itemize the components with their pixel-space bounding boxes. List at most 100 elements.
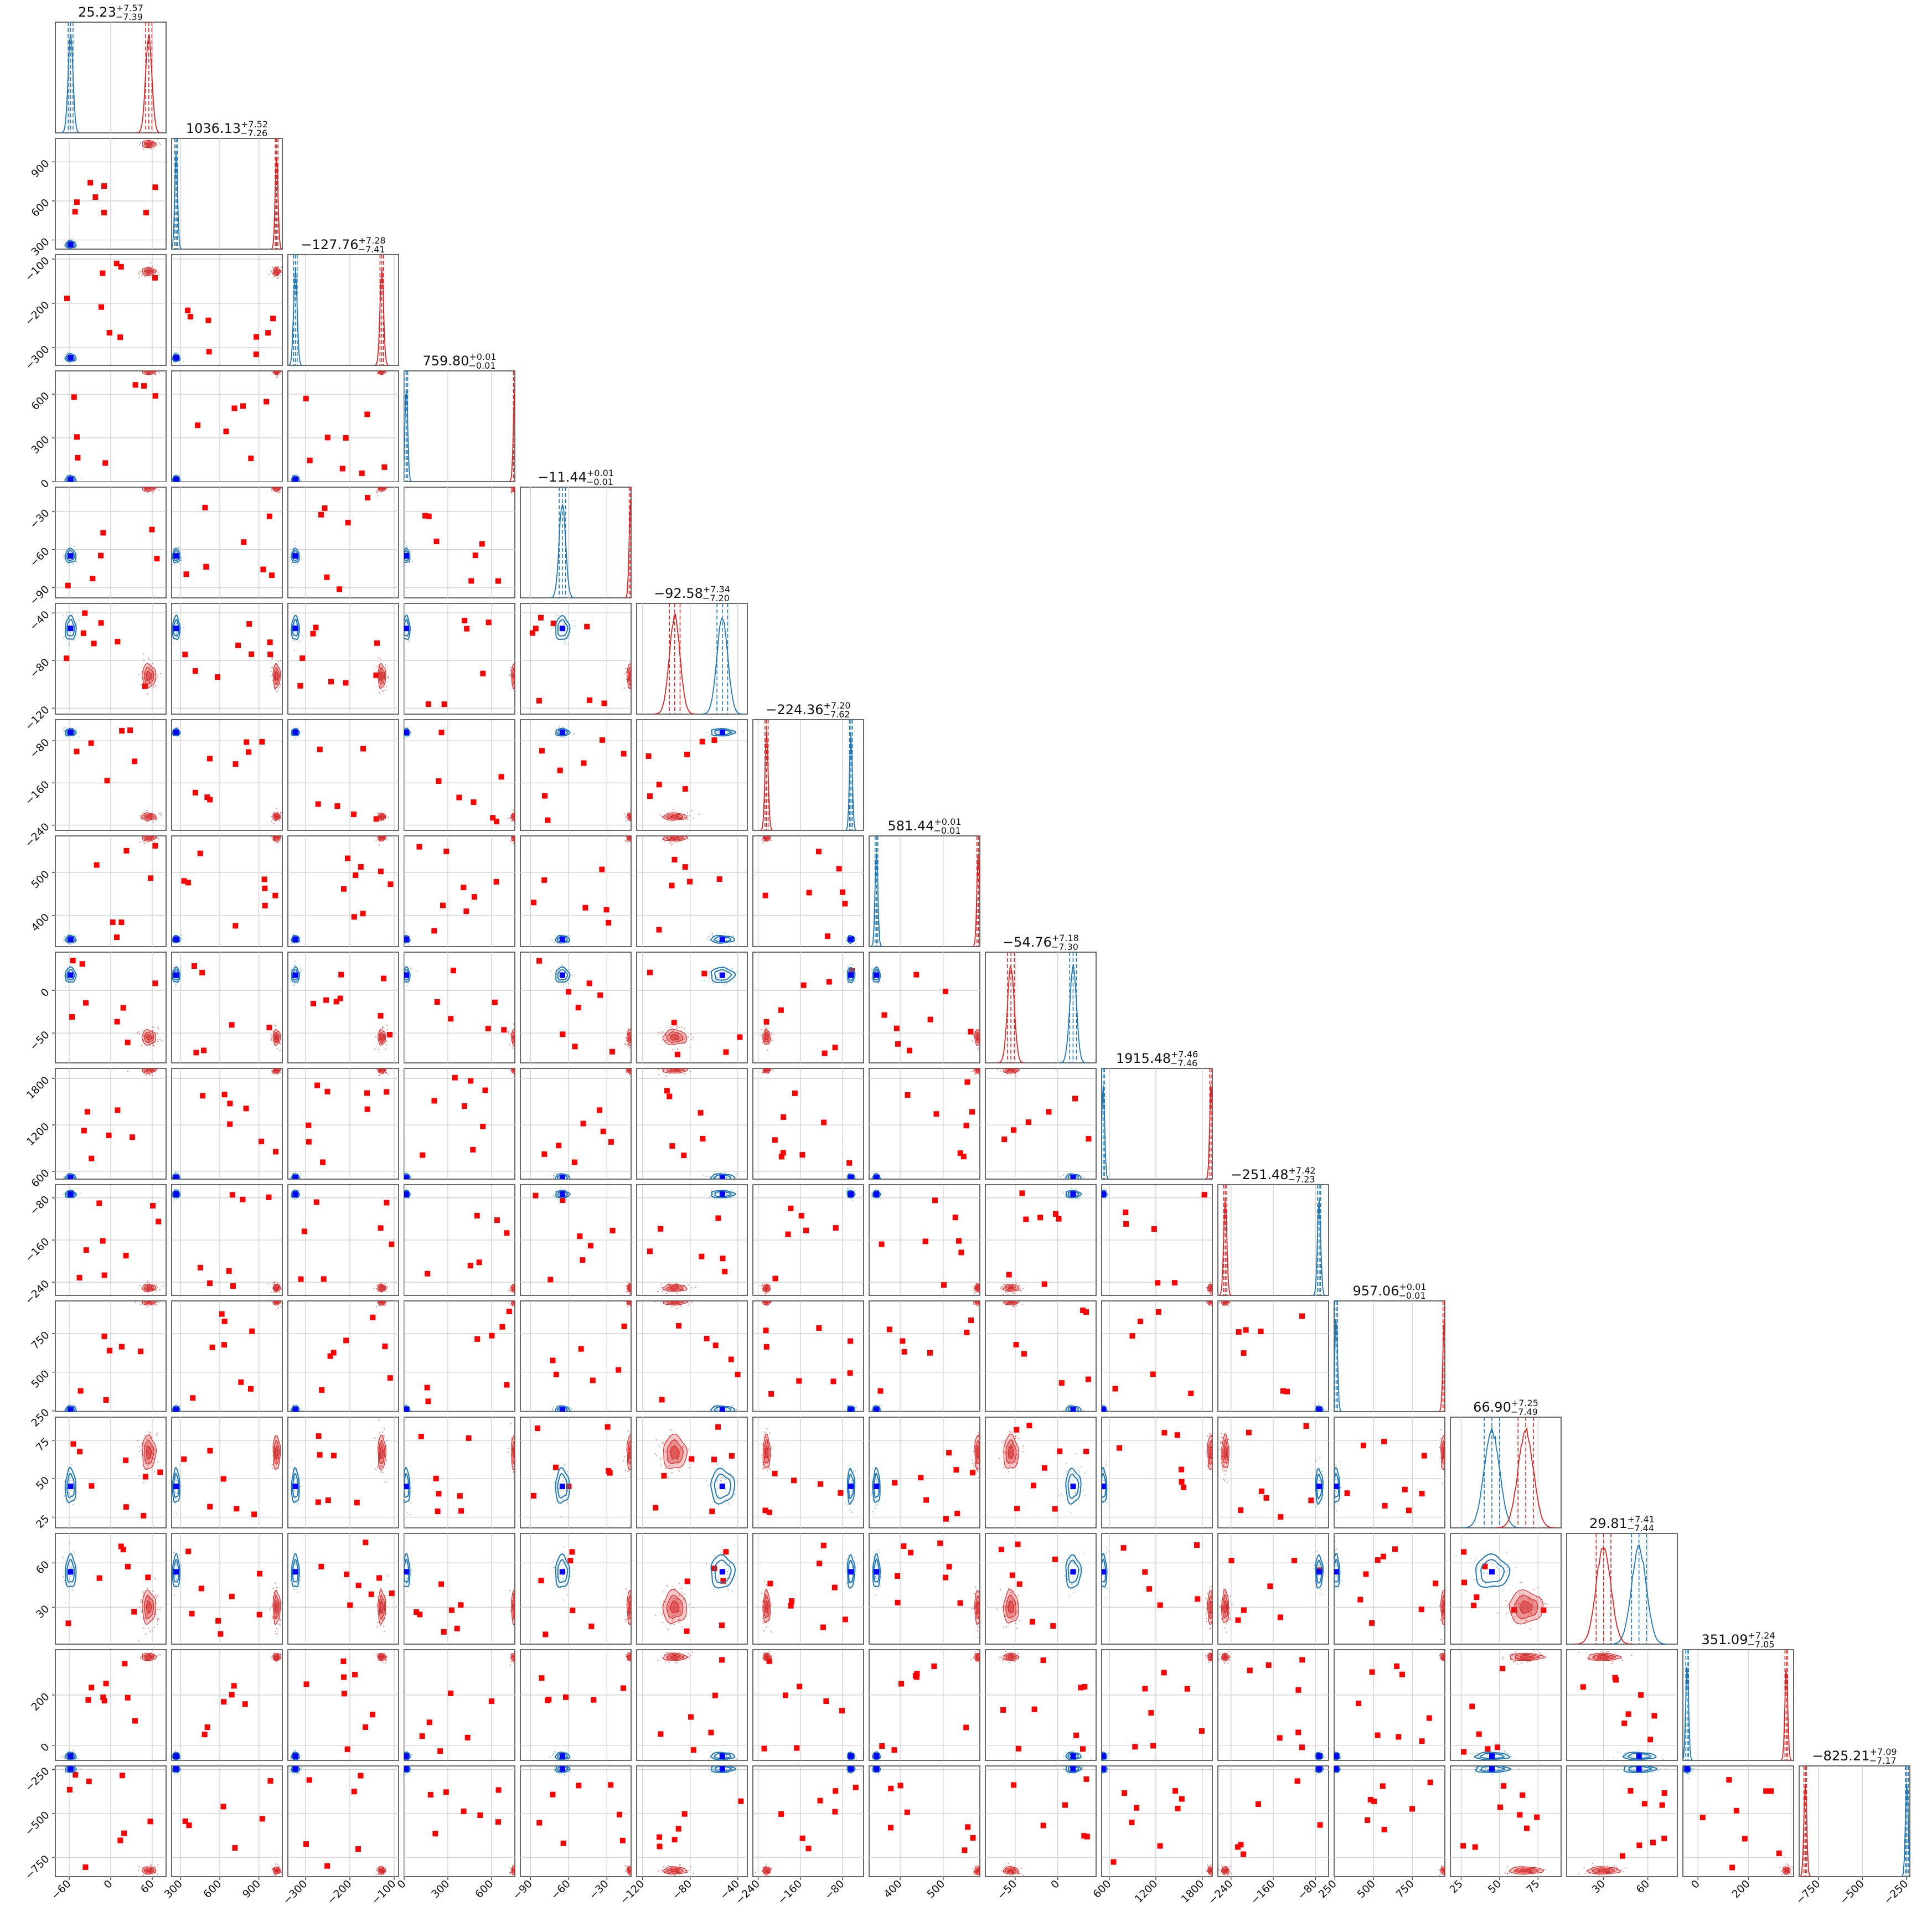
sample-point	[141, 818, 142, 819]
sample-point	[405, 738, 406, 739]
sample-point	[718, 974, 719, 975]
sample-point	[294, 623, 295, 624]
sample-point	[385, 664, 386, 665]
panel-frame	[404, 603, 515, 714]
sample-point	[515, 488, 516, 489]
sample-point	[153, 822, 154, 823]
sample-point	[63, 940, 64, 941]
sample-point	[516, 1036, 518, 1037]
sample-point	[385, 1072, 386, 1073]
sample-point	[67, 736, 68, 737]
sample-point	[512, 833, 513, 834]
outlier-point	[100, 271, 105, 276]
sample-point	[75, 935, 76, 936]
outlier-point	[244, 1106, 249, 1111]
sample-point	[127, 1071, 128, 1072]
sample-point	[565, 636, 566, 637]
panel-7-4	[520, 831, 638, 947]
sample-point	[516, 1040, 517, 1041]
sample-point	[273, 369, 275, 370]
sample-point	[711, 735, 712, 736]
truth-marker-blue	[173, 730, 179, 735]
sample-point	[516, 840, 518, 841]
sample-point	[139, 276, 140, 277]
sample-point	[411, 551, 412, 552]
sample-point	[142, 813, 143, 814]
sample-point	[409, 1180, 410, 1181]
outlier-point	[249, 652, 254, 657]
sample-point	[871, 978, 872, 979]
sample-point	[726, 974, 727, 975]
sample-point	[766, 833, 767, 834]
outlier-point	[114, 261, 120, 266]
sample-point	[153, 834, 154, 835]
outlier-point	[486, 619, 492, 625]
outlier-point	[443, 849, 449, 854]
sample-point	[518, 1072, 519, 1073]
sample-point	[280, 1043, 281, 1044]
sample-point	[293, 1181, 295, 1182]
contour-red-inner	[147, 836, 152, 839]
truth-marker-blue	[173, 477, 179, 482]
sample-point	[271, 488, 272, 489]
sample-point	[276, 834, 277, 835]
sample-point	[279, 490, 280, 492]
sample-point	[152, 1067, 153, 1068]
sample-point	[384, 484, 385, 485]
sample-point	[734, 981, 735, 982]
outlier-point	[272, 893, 278, 898]
outlier-point	[566, 989, 571, 995]
outlier-point	[81, 1128, 87, 1133]
outlier-point	[364, 411, 370, 417]
truth-marker-blue	[404, 626, 409, 631]
outlier-point	[711, 737, 717, 743]
panel-0-0: 25.23+7.57 −7.39	[55, 3, 166, 133]
outlier-point	[378, 1013, 384, 1019]
outlier-point	[270, 316, 276, 321]
title-lower: −7.20	[702, 593, 730, 603]
outlier-point	[206, 349, 212, 354]
contour-red-inner	[629, 671, 632, 680]
sample-point	[515, 1036, 516, 1037]
panel-frame	[404, 371, 515, 482]
sample-point	[68, 631, 69, 632]
outlier-point	[687, 879, 693, 885]
sample-point	[982, 1036, 983, 1037]
sample-point	[632, 818, 633, 819]
outlier-point	[737, 1035, 742, 1040]
sample-point	[275, 1025, 276, 1026]
outlier-point	[597, 993, 603, 998]
sample-point	[379, 844, 380, 845]
sample-point	[679, 1027, 680, 1028]
sample-point	[717, 732, 718, 733]
sample-point	[71, 239, 73, 240]
sample-point	[70, 1181, 71, 1182]
outlier-point	[345, 855, 350, 861]
param-title: −224.36+7.20 −7.62	[766, 700, 850, 720]
outlier-point	[110, 919, 116, 925]
outlier-point	[928, 1017, 933, 1022]
sample-point	[294, 650, 295, 651]
sample-point	[707, 732, 708, 733]
sample-point	[293, 985, 294, 986]
y-tick-label: −240	[23, 820, 51, 849]
outlier-point	[69, 1014, 75, 1020]
sample-point	[79, 620, 80, 621]
sample-point	[160, 813, 161, 814]
sample-point	[402, 628, 403, 629]
outlier-point	[422, 513, 428, 519]
outlier-point	[479, 541, 485, 546]
sample-point	[272, 832, 273, 833]
sample-point	[276, 369, 277, 370]
truth-marker-blue	[720, 973, 725, 978]
truth-marker-blue	[293, 973, 298, 978]
sample-point	[271, 1067, 272, 1068]
contour-red-inner	[147, 143, 152, 146]
sample-point	[565, 643, 566, 644]
sample-point	[65, 736, 66, 737]
param-title: −54.76+7.18 −7.30	[1003, 933, 1079, 952]
outlier-point	[557, 768, 563, 773]
outlier-point	[536, 958, 542, 964]
panel-9-1	[171, 1064, 284, 1184]
sample-point	[151, 484, 152, 485]
